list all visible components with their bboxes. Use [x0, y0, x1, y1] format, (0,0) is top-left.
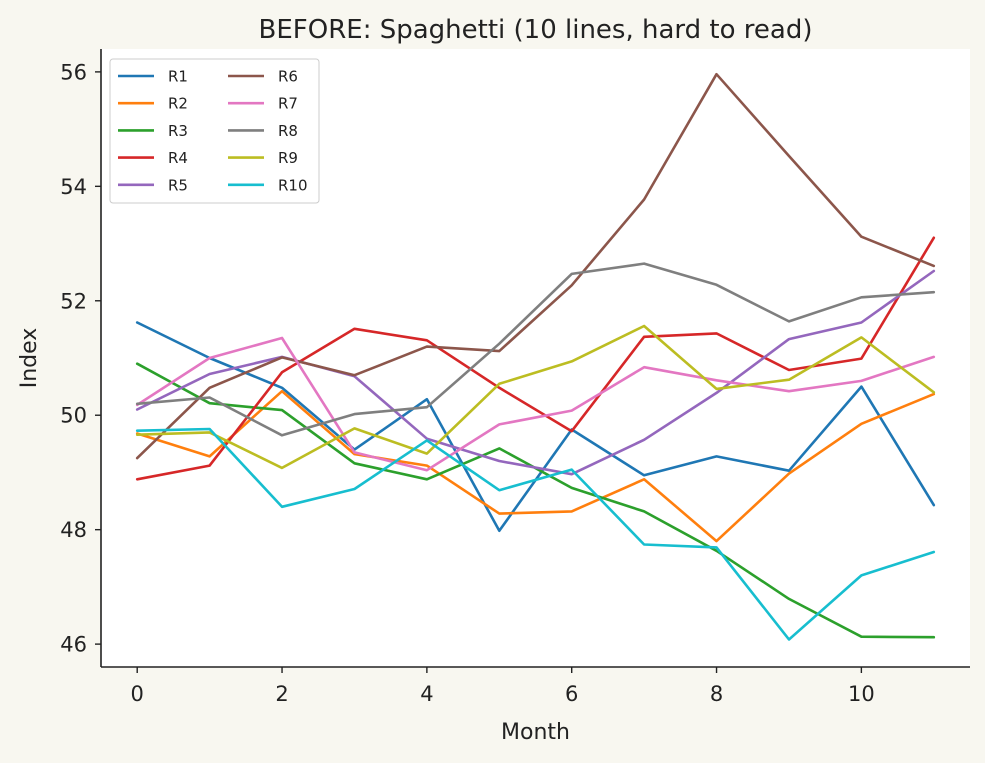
legend-label-r1: R1 [168, 68, 188, 86]
series-line-r5 [135, 269, 936, 476]
series-line-r10 [135, 427, 936, 641]
legend-label-r5: R5 [168, 176, 188, 194]
x-tick-label: 2 [275, 682, 288, 706]
legend-label-r6: R6 [278, 68, 298, 86]
x-ticks: 0 2 4 6 8 10 [131, 667, 875, 706]
y-tick-label: 56 [60, 60, 87, 84]
legend-label-r10: R10 [278, 176, 308, 194]
y-tick-label: 46 [60, 633, 87, 657]
series-line-r6 [135, 72, 936, 460]
legend-box [109, 58, 320, 204]
series-layer [135, 72, 936, 641]
legend-label-r7: R7 [278, 95, 298, 113]
x-tick-label: 6 [565, 682, 578, 706]
y-axis-label: Index [17, 328, 42, 389]
chart-title: BEFORE: Spaghetti (10 lines, hard to rea… [259, 15, 813, 45]
y-tick-label: 48 [60, 518, 87, 542]
series-line-r7 [135, 336, 936, 472]
legend-label-r3: R3 [168, 122, 188, 140]
x-tick-label: 8 [710, 682, 723, 706]
legend-label-r8: R8 [278, 122, 298, 140]
y-tick-label: 54 [60, 175, 87, 199]
x-tick-label: 10 [848, 682, 875, 706]
series-line-r4 [135, 236, 936, 481]
legend: R1 R2 R3 R4 R5 R6 R7 R8 R9 R10 [109, 58, 320, 204]
series-line-r2 [135, 389, 936, 543]
y-ticks: 46 48 50 52 54 56 [60, 60, 101, 657]
x-axis-label: Month [501, 720, 570, 745]
legend-label-r9: R9 [278, 149, 298, 167]
legend-label-r2: R2 [168, 95, 188, 113]
x-tick-label: 4 [420, 682, 433, 706]
y-tick-label: 50 [60, 404, 87, 428]
y-tick-label: 52 [60, 289, 87, 313]
series-line-r8 [135, 262, 936, 437]
series-line-r9 [135, 324, 936, 470]
legend-label-r4: R4 [168, 149, 188, 167]
x-tick-label: 0 [131, 682, 144, 706]
